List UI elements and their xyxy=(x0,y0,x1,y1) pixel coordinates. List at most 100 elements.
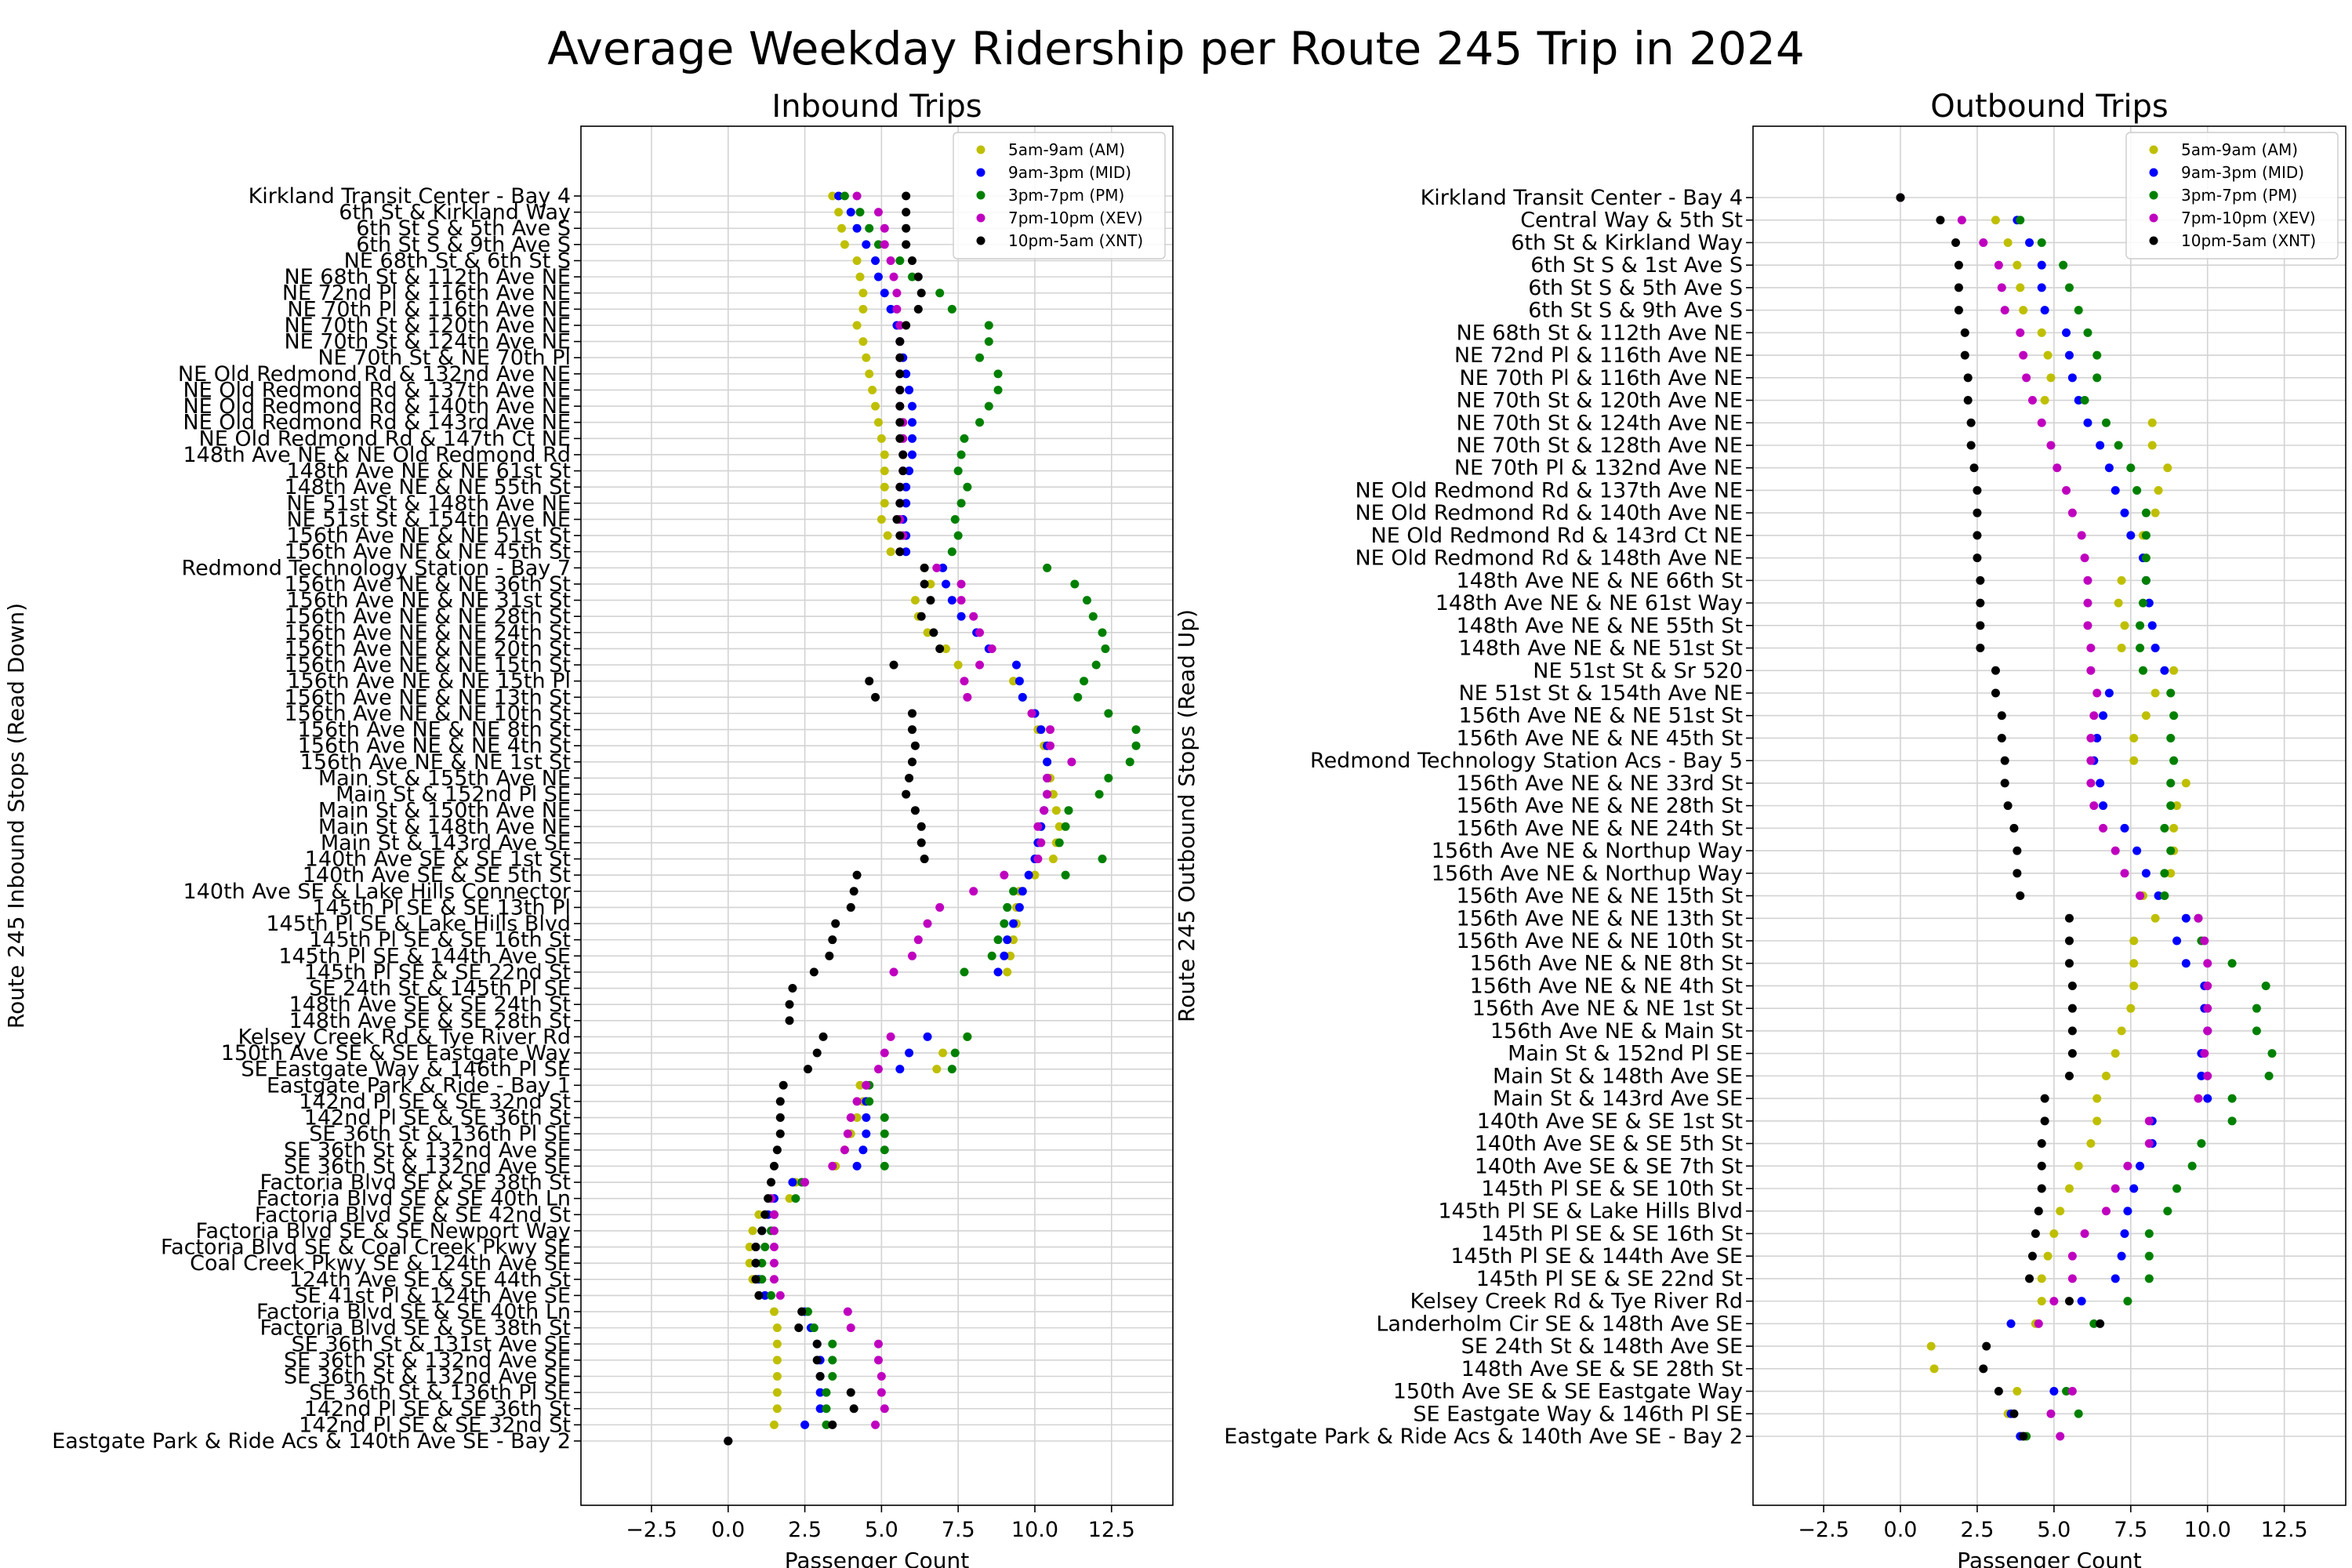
data-point xyxy=(2117,575,2126,585)
data-point xyxy=(1009,935,1018,945)
data-point xyxy=(895,337,905,347)
data-point xyxy=(880,1161,889,1171)
data-point xyxy=(1091,660,1101,670)
data-point xyxy=(895,369,905,379)
data-point xyxy=(2160,891,2169,901)
data-point xyxy=(956,450,966,459)
data-point xyxy=(1088,612,1098,621)
data-point xyxy=(843,1307,852,1316)
y-tick-label: 142nd Pl SE & SE 32nd St xyxy=(299,1413,571,1437)
data-point xyxy=(947,304,956,314)
data-point xyxy=(2067,1251,2077,1261)
series-2 xyxy=(724,191,1141,1446)
data-point xyxy=(902,240,911,249)
data-point xyxy=(2013,260,2022,270)
data-point xyxy=(2203,1094,2212,1103)
legend-marker xyxy=(976,191,985,200)
legend-label: 7pm-10pm (XEV) xyxy=(1008,209,1143,227)
data-point xyxy=(846,1323,855,1333)
legend-label: 10pm-5am (XNT) xyxy=(2181,231,2316,250)
data-point xyxy=(2089,711,2099,720)
legend-label: 3pm-7pm (PM) xyxy=(2181,186,2297,205)
data-point xyxy=(2027,1251,2037,1261)
data-point xyxy=(2144,1229,2154,1238)
data-point xyxy=(916,289,926,298)
data-point xyxy=(2016,891,2025,901)
data-point xyxy=(767,1178,776,1187)
y-tick-label: Main St & 143rd Ave SE xyxy=(1493,1087,1743,1111)
data-point xyxy=(2037,418,2046,427)
data-point xyxy=(2096,1319,2105,1328)
inbound-panel: −2.5 0.0 2.5 5.0 7.5 10.0 12.5 Kirkland Transit… xyxy=(3,89,1174,1568)
data-point xyxy=(907,256,916,265)
data-point xyxy=(880,289,889,298)
data-point xyxy=(907,401,916,411)
legend-marker xyxy=(2149,213,2158,223)
data-point xyxy=(956,579,966,589)
data-point xyxy=(1014,677,1024,686)
data-point xyxy=(2074,306,2083,315)
data-point xyxy=(907,709,916,718)
data-point xyxy=(873,418,883,427)
data-point xyxy=(950,1048,960,1058)
data-point xyxy=(2040,1094,2049,1103)
y-tick-label: Redmond Technology Station - Bay 7 xyxy=(182,556,571,580)
data-point xyxy=(975,628,985,637)
data-point xyxy=(751,1243,760,1252)
data-point xyxy=(1966,418,1976,427)
data-point xyxy=(877,514,886,524)
y-tick-label: 148th Ave NE & NE 55th St xyxy=(284,475,571,499)
data-point xyxy=(803,1065,812,1074)
data-point xyxy=(840,191,849,201)
data-point xyxy=(815,1404,825,1414)
data-point xyxy=(769,1275,779,1284)
data-point xyxy=(886,304,895,314)
data-point xyxy=(1082,596,1091,605)
y-tick-label: SE Eastgate Way & 146th Pl SE xyxy=(241,1058,571,1082)
data-point xyxy=(938,563,948,572)
data-point xyxy=(2099,711,2108,720)
data-point xyxy=(2064,936,2074,946)
data-point xyxy=(828,1161,837,1171)
y-tick-label: NE Old Redmond Rd & 148th Ave NE xyxy=(1355,546,1743,571)
x-tick-label: 2.5 xyxy=(1960,1518,1994,1542)
data-point xyxy=(902,499,911,508)
data-point xyxy=(1929,1364,1939,1374)
data-point xyxy=(1954,260,1963,270)
data-point xyxy=(1963,396,1973,405)
data-point xyxy=(846,208,855,217)
data-point xyxy=(2086,1139,2096,1149)
data-point xyxy=(902,321,911,330)
data-point xyxy=(858,1145,868,1155)
data-point xyxy=(797,1307,807,1316)
data-point xyxy=(2037,1184,2046,1193)
data-point xyxy=(1064,806,1073,815)
data-point xyxy=(880,466,889,476)
data-point xyxy=(831,919,840,928)
data-point xyxy=(852,1113,862,1123)
x-tick-label: 7.5 xyxy=(942,1518,975,1542)
data-point xyxy=(907,434,916,443)
data-point xyxy=(852,1097,862,1106)
data-point xyxy=(907,272,916,281)
data-point xyxy=(923,628,932,637)
data-point xyxy=(2080,396,2089,405)
x-tick-label: 7.5 xyxy=(2114,1518,2147,1542)
data-point xyxy=(2043,350,2053,360)
data-point xyxy=(905,466,914,476)
y-tick-label: Factoria Blvd SE & SE 38th St xyxy=(260,1171,571,1195)
data-point xyxy=(2136,644,2145,653)
data-point xyxy=(757,1258,767,1268)
data-point xyxy=(1098,628,1107,637)
data-point xyxy=(913,304,923,314)
data-point xyxy=(1027,709,1036,718)
y-tick-label: SE 36th St & 132nd Ave SE xyxy=(284,1365,571,1389)
y-tick-label: 156th Ave NE & NE 10th St xyxy=(284,702,571,726)
data-point xyxy=(822,1420,831,1429)
data-point xyxy=(1046,741,1055,750)
data-point xyxy=(902,223,911,233)
data-point xyxy=(1043,563,1052,572)
legend-marker xyxy=(976,213,985,223)
data-point xyxy=(880,499,889,508)
data-point xyxy=(2200,1049,2209,1058)
